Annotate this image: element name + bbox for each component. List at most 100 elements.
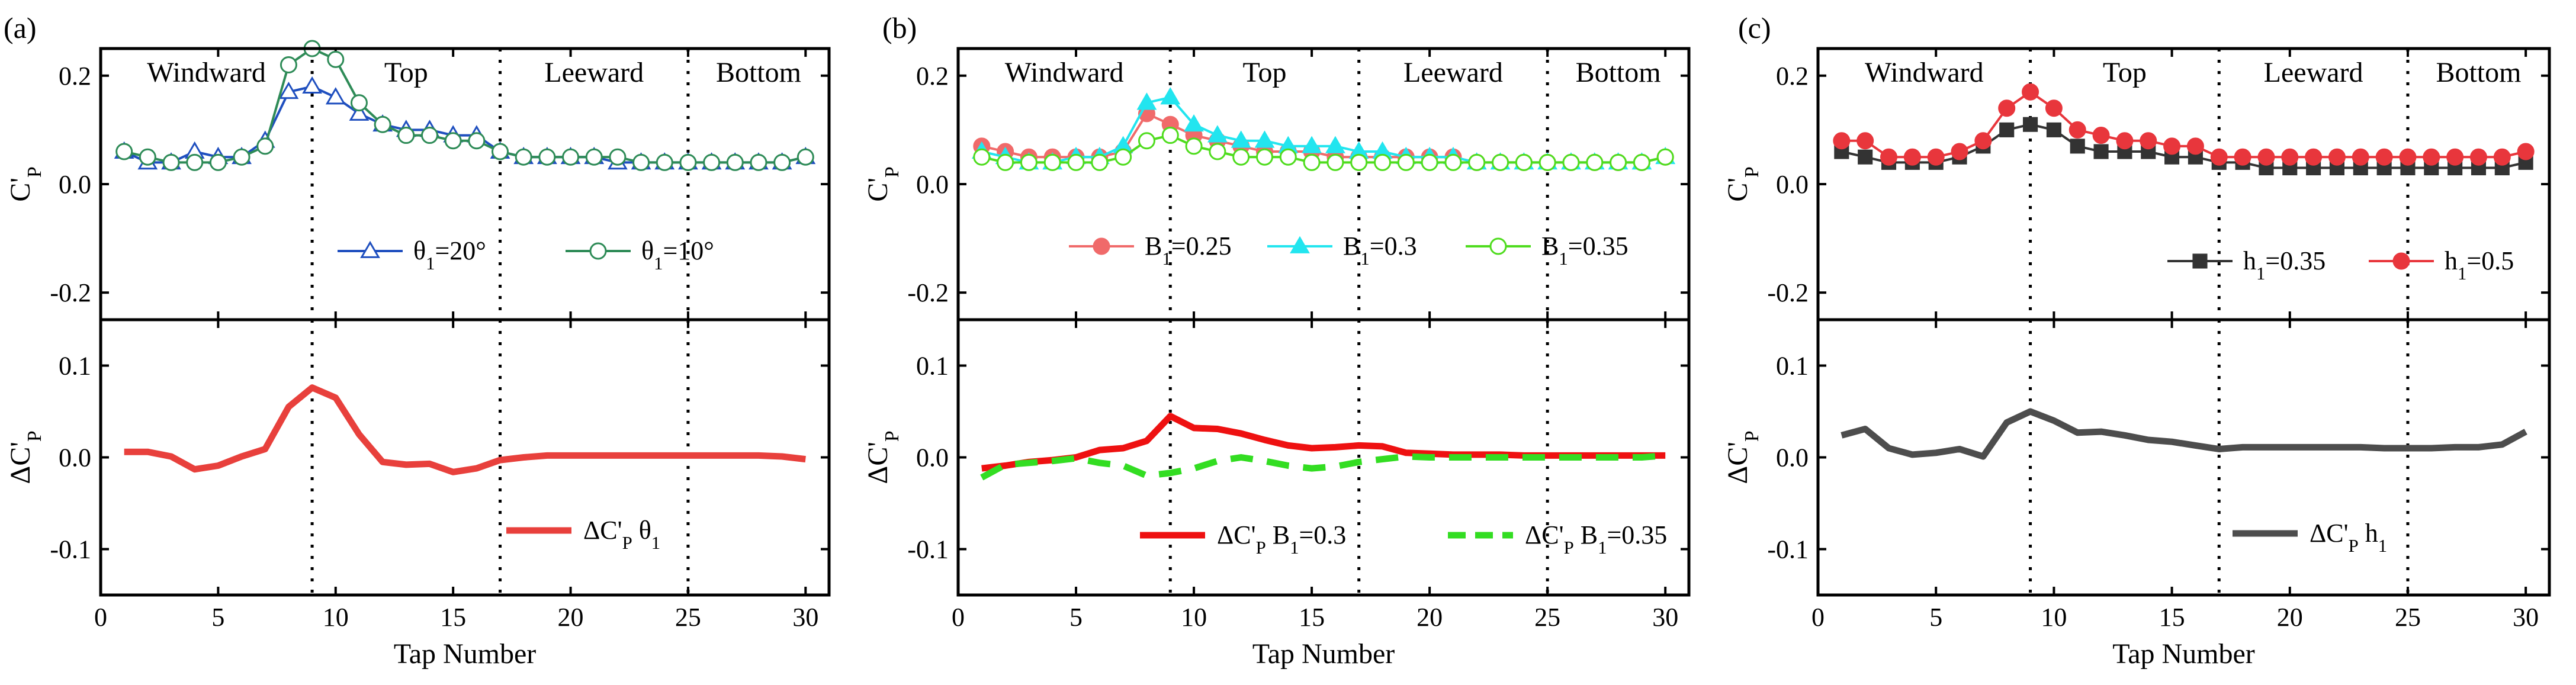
label-span: =0.35 <box>1607 520 1667 549</box>
data-point <box>1231 130 1251 148</box>
data-point <box>420 127 438 144</box>
x-axis-label: Tap Number <box>1252 638 1395 670</box>
y-tick-label: -0.2 <box>50 278 91 307</box>
data-point <box>1974 132 1992 150</box>
data-point <box>162 153 180 171</box>
legend-label: ΔC'P B1=0.3 <box>1217 520 1346 558</box>
data-point <box>1232 148 1250 166</box>
legend-entry: ΔC'P B1=0.35 <box>1448 520 1667 558</box>
data-point <box>1515 153 1533 171</box>
data-point <box>1927 148 1945 166</box>
data-point <box>1856 132 1874 150</box>
data-point <box>444 132 462 150</box>
label-span: 1 <box>1598 538 1607 558</box>
data-point <box>2257 148 2275 166</box>
label-span: ΔC' <box>2310 519 2349 548</box>
zone-label-leeward: Leeward <box>2264 57 2363 88</box>
x-axis-label: Tap Number <box>2112 638 2255 670</box>
data-point <box>1999 122 2015 137</box>
data-point <box>1138 132 1155 150</box>
x-tick-label: 15 <box>2159 603 2185 632</box>
label-span: P <box>2349 536 2359 556</box>
data-point <box>2375 148 2393 166</box>
data-point <box>1303 153 1321 171</box>
data-point <box>1209 143 1226 160</box>
series-line <box>981 96 1666 164</box>
y-tick-label: 0.0 <box>1776 170 1809 199</box>
series-ΔC'P θ1 <box>124 384 806 475</box>
legend-entry: ΔC'P h1 <box>2233 519 2387 556</box>
y-tick-label: 0.0 <box>1776 443 1809 472</box>
data-point <box>1185 137 1203 155</box>
data-point <box>2517 143 2535 160</box>
legend-entry: B1=0.25 <box>1069 231 1232 269</box>
y-tick-label: 0.0 <box>59 443 91 472</box>
label-span: 1 <box>426 253 435 274</box>
zone-label-top: Top <box>384 57 428 88</box>
x-axis-label: Tap Number <box>394 638 537 670</box>
legend-label: ΔC'P h1 <box>2310 519 2387 556</box>
label-span: P <box>1256 538 1266 558</box>
data-point <box>1656 148 1674 166</box>
data-point <box>2399 148 2417 166</box>
data-point <box>2140 132 2157 150</box>
data-point <box>2046 122 2061 137</box>
data-point <box>1421 153 1438 171</box>
label-span: B <box>1343 231 1360 261</box>
data-point <box>2022 83 2039 101</box>
data-point <box>2116 132 2134 150</box>
label-span: P <box>881 430 903 442</box>
data-point <box>1998 99 2016 117</box>
legend-entry: h1=0.35 <box>2167 246 2326 284</box>
plot-frame <box>1816 318 2551 597</box>
legend-entry: h1=0.5 <box>2369 246 2514 284</box>
data-point <box>2022 117 2038 132</box>
label-span: θ <box>632 516 651 545</box>
data-point <box>1302 136 1322 153</box>
data-point <box>1610 153 1627 171</box>
data-point <box>1325 136 1345 153</box>
data-point <box>139 148 156 166</box>
data-point <box>585 148 603 166</box>
series-B1=0.35 <box>973 127 1674 171</box>
data-point <box>2281 148 2299 166</box>
x-tick-label: 30 <box>1652 603 1678 632</box>
zone-label-leeward: Leeward <box>544 57 644 88</box>
data-point <box>1160 87 1181 105</box>
panel-a: (a)-0.20.00.2C'Pθ1=20° θ1=10°-0.10.00.10 5… <box>4 11 831 670</box>
label-span: P <box>1741 166 1763 178</box>
data-point <box>374 115 391 133</box>
label-span: C' <box>1722 178 1753 202</box>
zone-label-bottom: Bottom <box>2436 57 2521 88</box>
data-point <box>325 87 346 105</box>
y-tick-label: 0.1 <box>916 352 949 381</box>
x-tick-label: 15 <box>1299 603 1325 632</box>
y-axis-label: C'P <box>5 166 46 201</box>
top-subplot: -0.20.00.2C'PB1=0.25 B1=0.3 B1=0.35 <box>862 47 1691 321</box>
legend-marker <box>1489 237 1507 255</box>
data-point <box>2423 148 2440 166</box>
label-span: 1 <box>1360 249 1369 269</box>
data-point <box>2493 148 2511 166</box>
data-point <box>1880 148 1898 166</box>
legend-marker <box>1290 236 1310 253</box>
top-subplot: -0.20.00.2C'Ph1=0.35 h1=0.5 <box>1722 47 2551 321</box>
data-point <box>1136 92 1157 110</box>
data-point <box>1903 148 1921 166</box>
y-tick-label: 0.2 <box>916 62 949 91</box>
label-span: ΔC' <box>1722 442 1753 484</box>
series-h1=0.5 <box>1833 83 2535 166</box>
plot-frame <box>99 47 831 321</box>
zone-label-bottom: Bottom <box>716 57 801 88</box>
data-point <box>468 132 486 150</box>
data-point <box>1254 130 1275 148</box>
data-point <box>1538 153 1556 171</box>
y-tick-label: 0.0 <box>59 170 91 199</box>
series-line <box>123 85 806 164</box>
data-point <box>2210 148 2228 166</box>
x-tick-label: 0 <box>952 603 965 632</box>
y-axis-label: ΔC'P <box>862 430 903 484</box>
x-tick-label: 25 <box>2395 603 2421 632</box>
